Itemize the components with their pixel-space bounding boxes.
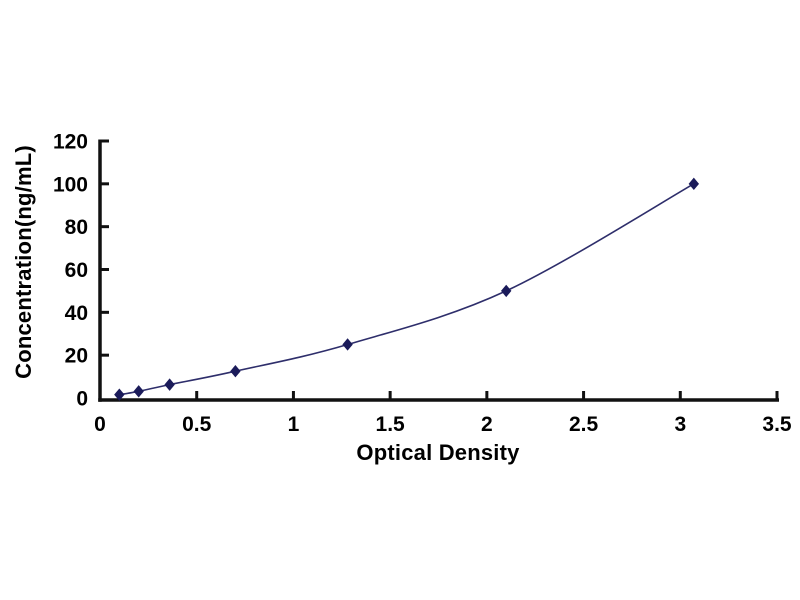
data-point-marker (230, 365, 241, 378)
y-tick-label: 0 (76, 388, 88, 411)
x-tick-label: 1 (288, 413, 300, 436)
y-tick-label: 60 (65, 259, 88, 282)
x-tick-label: 3.5 (762, 413, 792, 436)
y-tick-label: 40 (65, 302, 88, 325)
x-tick-label: 1.5 (376, 413, 406, 436)
curve-group (119, 183, 695, 396)
y-tick-label: 100 (53, 173, 88, 196)
data-point-marker (501, 284, 512, 298)
x-tick-label: 0.5 (182, 413, 212, 436)
curve-line (119, 183, 695, 396)
data-point-marker (688, 177, 700, 191)
y-tick-label: 20 (65, 345, 88, 368)
x-tick-label: 2 (481, 413, 493, 436)
markers-group (114, 177, 700, 401)
y-tick-label: 120 (53, 131, 88, 154)
x-tick-label: 3 (674, 413, 686, 436)
x-tick-label: 2.5 (569, 413, 599, 436)
data-point-marker (133, 385, 144, 398)
data-point-marker (164, 378, 175, 391)
tick-labels-group: 0 0.5 1 1.5 2 2.5 3 3.5 0 20 40 60 80 100 120 (53, 131, 792, 437)
data-point-marker (342, 338, 353, 351)
y-axis-title: Concentration(ng/mL) (11, 145, 36, 379)
axes-group (98, 139, 779, 402)
x-tick-label: 0 (94, 413, 106, 436)
y-tick-label: 80 (65, 216, 88, 239)
x-axis-title: Optical Density (356, 440, 520, 465)
data-point-marker (114, 388, 125, 401)
ticks-group (100, 139, 779, 400)
